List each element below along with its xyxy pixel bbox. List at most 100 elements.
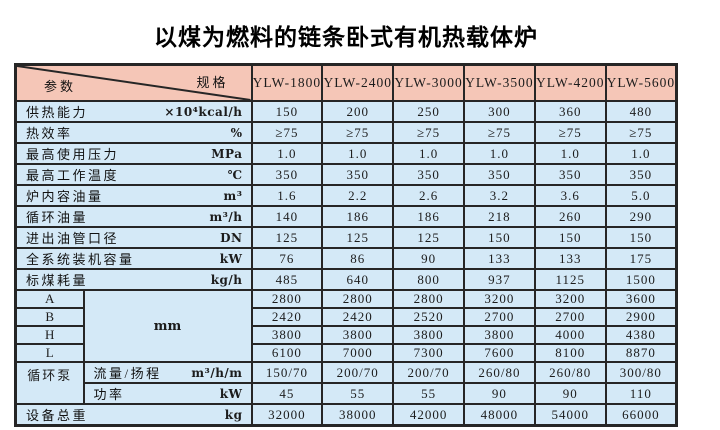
- value-cell: 2700: [533, 307, 607, 327]
- row-label: 功率: [93, 387, 125, 402]
- row-unit: m³/h: [209, 209, 243, 224]
- row-unit: m³/h/m: [191, 365, 243, 380]
- value-cell: 200/70: [392, 361, 465, 384]
- value-cell: ≥75: [533, 121, 607, 144]
- value-cell: 3800: [250, 325, 324, 345]
- value-cell: 2800: [250, 289, 324, 309]
- value-cell: 2420: [321, 307, 395, 327]
- value-cell: 90: [533, 382, 607, 405]
- table-row: 炉内容油量 m³ 1.6 2.2 2.6 3.2 3.6 5.0: [14, 184, 678, 207]
- row-label: 最高工作温度: [26, 168, 120, 183]
- value-cell: 350: [462, 163, 536, 186]
- value-cell: 2420: [250, 307, 324, 327]
- row-label: 流量/扬程: [93, 366, 162, 381]
- model-header: YLW-3000: [392, 63, 465, 102]
- value-cell: 1.0: [462, 142, 536, 165]
- corner-label-param: 参数: [44, 79, 77, 94]
- value-cell: 350: [321, 163, 395, 186]
- model-header: YLW-1800: [250, 63, 324, 102]
- table-row: L 6100 7000 7300 7600 8100 8870: [14, 343, 678, 363]
- value-cell: 200/70: [321, 361, 395, 384]
- row-unit: kg: [224, 407, 243, 422]
- value-cell: 4380: [604, 325, 678, 345]
- value-cell: 32000: [250, 403, 324, 427]
- value-cell: 200: [321, 100, 395, 123]
- dim-row-label: L: [14, 343, 85, 363]
- param-cell: 设备总重 kg: [14, 403, 253, 427]
- value-cell: 350: [392, 163, 465, 186]
- row-unit: ×10⁴kcal/h: [164, 104, 243, 119]
- table-row: 最高工作温度 ℃ 350 350 350 350 350 350: [14, 163, 678, 186]
- model-header: YLW-2400: [321, 63, 395, 102]
- value-cell: 3200: [462, 289, 536, 309]
- table-row: B 2420 2420 2520 2700 2700 2900: [14, 307, 678, 327]
- value-cell: 260: [533, 205, 607, 228]
- param-cell: 标煤耗量 kg/h: [14, 268, 253, 291]
- param-cell: 全系统装机容量 kW: [14, 247, 253, 270]
- value-cell: 6100: [250, 343, 324, 363]
- value-cell: 260/80: [533, 361, 607, 384]
- param-cell: 流量/扬程 m³/h/m: [82, 361, 253, 384]
- value-cell: 150: [250, 100, 324, 123]
- value-cell: 1500: [604, 268, 678, 291]
- value-cell: 140: [250, 205, 324, 228]
- spec-table: 规格 参数 YLW-1800 YLW-2400 YLW-3000 YLW-350…: [14, 63, 678, 427]
- row-label: 设备总重: [26, 408, 89, 423]
- param-cell: 功率 kW: [82, 382, 253, 405]
- value-cell: 42000: [392, 403, 465, 427]
- param-cell: 最高工作温度 ℃: [14, 163, 253, 186]
- value-cell: 360: [533, 100, 607, 123]
- value-cell: 55: [321, 382, 395, 405]
- value-cell: ≥75: [392, 121, 465, 144]
- value-cell: 300: [462, 100, 536, 123]
- value-cell: 250: [392, 100, 465, 123]
- param-cell: 进出油管口径 DN: [14, 226, 253, 249]
- value-cell: 3800: [392, 325, 465, 345]
- model-header: YLW-3500: [462, 63, 536, 102]
- param-cell: 热效率 %: [14, 121, 253, 144]
- table-row: 循环油量 m³/h 140 186 186 218 260 290: [14, 205, 678, 228]
- value-cell: 350: [604, 163, 678, 186]
- table-row: 热效率 % ≥75 ≥75 ≥75 ≥75 ≥75 ≥75: [14, 121, 678, 144]
- value-cell: 2700: [462, 307, 536, 327]
- value-cell: 2.2: [321, 184, 395, 207]
- row-unit: DN: [220, 230, 243, 245]
- value-cell: 7600: [462, 343, 536, 363]
- value-cell: 485: [250, 268, 324, 291]
- value-cell: 3600: [604, 289, 678, 309]
- model-header: YLW-5600: [604, 63, 678, 102]
- row-label: 进出油管口径: [26, 231, 120, 246]
- value-cell: 125: [392, 226, 465, 249]
- row-label: 标煤耗量: [26, 273, 89, 288]
- value-cell: 260/80: [462, 361, 536, 384]
- value-cell: 90: [392, 247, 465, 270]
- value-cell: 125: [250, 226, 324, 249]
- row-unit: %: [230, 125, 243, 140]
- value-cell: 1.6: [250, 184, 324, 207]
- value-cell: 90: [462, 382, 536, 405]
- value-cell: 1125: [533, 268, 607, 291]
- value-cell: 38000: [321, 403, 395, 427]
- row-unit: kW: [219, 386, 243, 401]
- value-cell: 937: [462, 268, 536, 291]
- value-cell: 3200: [533, 289, 607, 309]
- value-cell: 2520: [392, 307, 465, 327]
- value-cell: 1.0: [533, 142, 607, 165]
- value-cell: 7000: [321, 343, 395, 363]
- row-unit: ℃: [227, 167, 243, 182]
- dim-row-label: B: [14, 307, 85, 327]
- dims-unit-cell: mm: [82, 289, 253, 363]
- row-label: 炉内容油量: [26, 189, 104, 204]
- value-cell: 2.6: [392, 184, 465, 207]
- table-row: 循环泵 流量/扬程 m³/h/m 150/70 200/70 200/70 26…: [14, 361, 678, 405]
- row-unit: kW: [219, 251, 243, 266]
- value-cell: 133: [462, 247, 536, 270]
- value-cell: 1.0: [250, 142, 324, 165]
- param-cell: 炉内容油量 m³: [14, 184, 253, 207]
- table-row: 标煤耗量 kg/h 485 640 800 937 1125 1500: [14, 268, 678, 291]
- value-cell: 125: [321, 226, 395, 249]
- table-row: H 3800 3800 3800 3800 4000 4380: [14, 325, 678, 345]
- value-cell: 2800: [392, 289, 465, 309]
- table-row: 进出油管口径 DN 125 125 125 150 150 150: [14, 226, 678, 249]
- value-cell: 1.0: [392, 142, 465, 165]
